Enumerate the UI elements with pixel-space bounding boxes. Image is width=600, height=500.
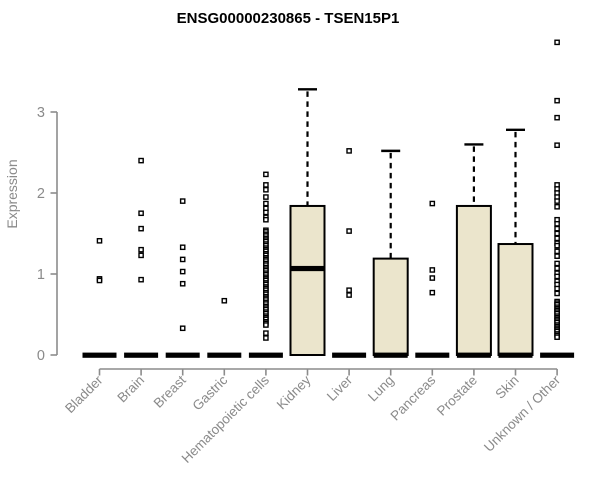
outlier-point-unknown-other [554,142,560,149]
outlier-point-hematopoietic-cells [263,194,269,200]
outlier-point-breast [179,198,186,204]
x-tick-label-unknown-other: Unknown / Other [481,372,564,455]
x-tick-label-lung: Lung [365,373,397,405]
outlier-point-unknown-other [554,203,560,210]
outlier-point-unknown-other [554,285,560,292]
outlier-point-unknown-other [554,230,560,237]
outlier-point-liver [346,228,352,234]
y-tick-label-1: 1 [37,267,45,283]
outlier-point-liver [346,287,352,294]
box-lung [372,257,409,356]
outlier-point-liver [346,148,352,154]
x-tick-label-gastric: Gastric [190,372,231,413]
outlier-point-hematopoietic-cells [263,335,269,341]
outlier-point-pancreas [429,275,436,281]
outlier-point-brain [138,246,144,253]
x-tick-label-brain: Brain [114,373,147,406]
outlier-point-unknown-other [554,242,560,249]
box-skin [497,243,534,356]
median-skin [498,352,533,358]
outlier-point-hematopoietic-cells [263,182,269,188]
x-tick-label-kidney: Kidney [274,372,314,412]
outlier-point-brain [138,225,144,232]
median-prostate [456,352,491,358]
outlier-point-unknown-other [554,334,560,340]
outlier-point-breast [179,256,186,263]
x-tick-label-bladder: Bladder [62,372,106,416]
outlier-point-unknown-other [554,273,560,280]
outlier-point-breast [179,280,186,287]
zero-bar-bladder [82,352,117,358]
median-kidney [290,265,325,272]
chart-title: ENSG00000230865 - TSEN15P1 [176,10,400,27]
outlier-point-pancreas [429,267,436,273]
outlier-point-unknown-other [554,114,560,121]
outlier-point-brain [138,276,144,283]
x-tick-label-breast: Breast [151,372,189,410]
outlier-point-gastric [221,297,228,304]
outlier-point-hematopoietic-cells [263,322,269,328]
y-tick-label-2: 2 [37,186,45,202]
outlier-point-hematopoietic-cells [263,186,269,193]
x-tick-label-liver: Liver [324,372,356,404]
outlier-point-unknown-other [554,198,560,204]
outlier-point-unknown-other [554,97,560,104]
x-tick-label-prostate: Prostate [434,373,480,419]
y-tick-label-3: 3 [37,105,45,121]
zero-bar-brain [124,352,159,358]
x-tick-label-pancreas: Pancreas [387,372,438,423]
box-prostate [455,204,492,356]
outlier-point-unknown-other [554,248,560,255]
outlier-point-unknown-other [554,39,560,46]
outlier-point-pancreas [429,289,436,296]
outlier-point-unknown-other [554,265,560,272]
outlier-point-hematopoietic-cells [263,330,269,336]
outlier-point-unknown-other [554,260,560,267]
outlier-point-brain [138,210,144,217]
zero-bar-gastric [207,352,242,358]
median-lung [373,352,408,358]
box-kidney [289,204,326,356]
y-tick-label-0: 0 [37,348,45,364]
outlier-point-hematopoietic-cells [263,216,269,223]
outlier-point-breast [179,325,186,332]
zero-bar-unknown-other [540,352,575,358]
outlier-point-hematopoietic-cells [263,200,269,207]
outlier-point-brain [138,252,144,259]
outlier-point-liver [346,292,352,298]
zero-bar-pancreas [415,352,450,358]
outlier-point-breast [179,244,186,251]
outlier-point-unknown-other [554,253,560,259]
outlier-point-bladder [96,277,103,284]
outlier-point-pancreas [429,200,436,207]
outlier-point-unknown-other [554,220,560,227]
zero-bar-hematopoietic-cells [248,352,283,358]
outlier-point-bladder [96,237,103,244]
outlier-point-hematopoietic-cells [263,171,269,178]
x-tick-label-skin: Skin [492,373,521,402]
outlier-point-unknown-other [554,225,560,232]
outlier-point-unknown-other [554,235,560,242]
outlier-point-unknown-other [554,290,560,297]
outlier-point-brain [138,157,144,164]
zero-bar-breast [165,352,200,358]
outlier-point-breast [179,268,186,275]
zero-bar-liver [332,352,367,358]
outlier-point-hematopoietic-cells [263,209,269,216]
